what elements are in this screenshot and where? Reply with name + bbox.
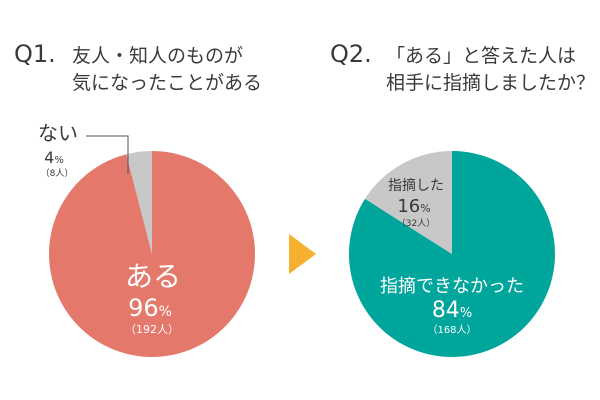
q2-slice-label-dekinakatta: 指摘できなかった [380, 276, 524, 297]
q2-title-line-2: 相手に指摘しましたか？ [386, 72, 595, 94]
q2-large-slice-label: 指摘できなかった 84% （168人） [380, 276, 524, 336]
q1-slice-percent-nai: 4% [44, 148, 64, 167]
next-arrow-icon [289, 234, 316, 274]
q2-title-prefix: Q2. [330, 40, 372, 68]
q1-leader-line [86, 135, 129, 174]
q2-title: Q2. 「ある」と答えた人は 相手に指摘しましたか？ [330, 40, 595, 94]
q2-slice-percent-dekinakatta: 84% [432, 298, 472, 323]
q2-pie-slice-1 [365, 151, 452, 254]
q1-pie-chart [49, 151, 256, 357]
q1-title-line-2: 気になったことがある [72, 72, 262, 94]
q1-slice-count-nai: （8人） [41, 168, 74, 179]
q2-pie-chart [348, 151, 555, 358]
q2-pie-slice-0 [348, 151, 555, 358]
q1-title: Q1. 友人・知人のものが 気になったことがある [14, 40, 262, 94]
q2-slice-percent-shiteki-shita: 16% [397, 196, 430, 217]
q2-small-slice-label: 指摘した 16% （32人） [388, 177, 444, 229]
q1-pie-slice-1 [126, 151, 152, 254]
q1-slice-label-nai: ない [38, 121, 78, 145]
q1-small-slice-label: ない 4% （8人） [38, 121, 78, 179]
q1-slice-count-aru: （192人） [125, 323, 179, 336]
q2-slice-count-dekinakatta: （168人） [427, 324, 476, 336]
q1-large-slice-label: ある 96% （192人） [125, 260, 181, 336]
q2-slice-label-shiteki-shita: 指摘した [388, 177, 444, 194]
q2-title-line-1: 「ある」と答えた人は [386, 45, 576, 67]
q1-pie-slice-0 [49, 151, 256, 357]
q1-slice-label-aru: ある [125, 260, 181, 293]
q2-slice-count-shiteki-shita: （32人） [397, 218, 435, 229]
q1-slice-percent-aru: 96% [128, 294, 172, 322]
q1-title-line-1: 友人・知人のものが [72, 45, 243, 67]
q1-title-prefix: Q1. [14, 40, 56, 68]
